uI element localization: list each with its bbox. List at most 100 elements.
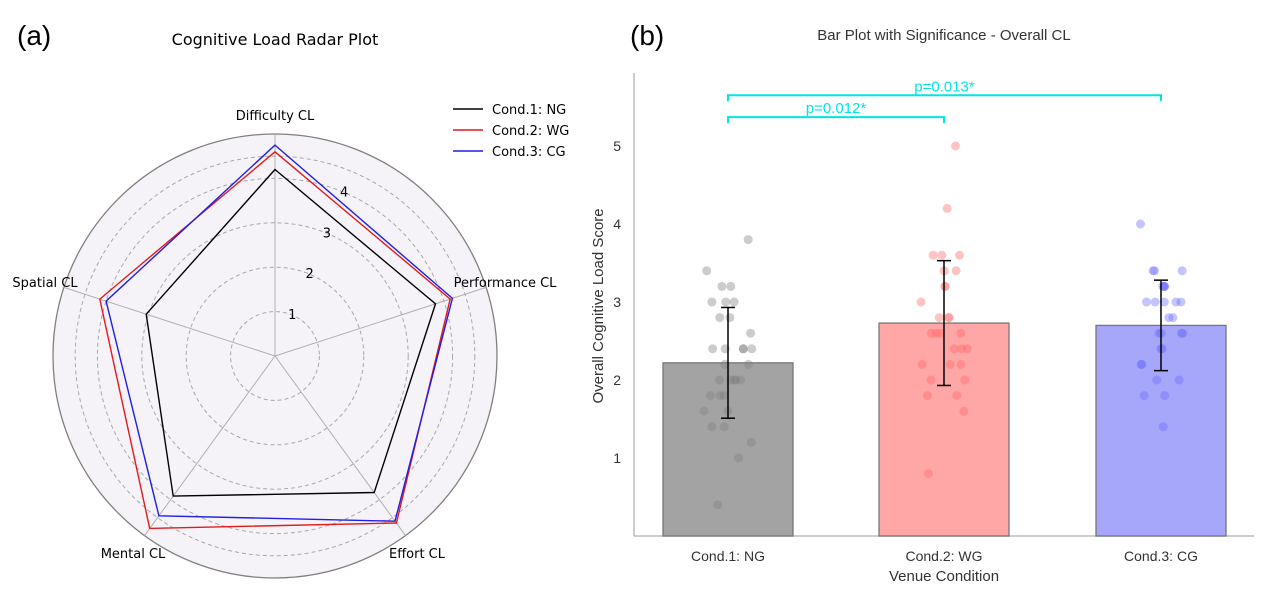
radar-series-group (99, 144, 454, 530)
data-point-CG (1158, 422, 1168, 432)
data-point-WG (952, 391, 962, 401)
radar-legend: Cond.1: NG Cond.2: WG Cond.3: CG (453, 103, 569, 160)
data-point-WG (926, 375, 936, 385)
data-point-CG (1137, 359, 1147, 369)
significance-bracket (727, 94, 1162, 102)
data-point-WG (917, 359, 927, 369)
radar-series-CG (105, 144, 454, 522)
data-point-NG (746, 437, 756, 447)
data-point-NG (747, 344, 757, 354)
data-point-WG (922, 391, 932, 401)
data-point-CG (1159, 281, 1169, 291)
data-point-CG (1136, 219, 1145, 229)
y-tick-label: 1 (613, 450, 621, 466)
y-tick-label: 3 (613, 294, 621, 310)
data-point-NG (736, 375, 745, 385)
bar-ylabel: Overall Cognitive Load Score (590, 208, 607, 403)
data-point-CG (1159, 297, 1169, 307)
data-point-NG (738, 344, 748, 354)
radar-axis-label: Performance CL (454, 276, 558, 291)
data-point-NG (729, 297, 739, 307)
data-point-WG (931, 328, 941, 338)
data-point-CG (1142, 297, 1151, 307)
data-point-WG (937, 250, 947, 260)
data-point-WG (940, 281, 950, 291)
y-tick-label: 2 (613, 372, 621, 388)
radar-chart: Cognitive Load Radar Plot 1 2 3 4 Difficult… (12, 30, 569, 579)
radar-ring (141, 222, 409, 490)
data-point-NG (730, 375, 740, 385)
data-point-CG (1157, 344, 1167, 354)
y-tick-label: 4 (613, 216, 621, 232)
radar-axis-labels: Difficulty CL Performance CL Effort CL Ment… (12, 109, 557, 562)
x-tick-label: Cond.1: NG (691, 548, 765, 564)
panel-label-a: (a) (17, 20, 51, 51)
data-point-WG (924, 469, 933, 479)
x-tick-label: Cond.2: WG (905, 548, 982, 564)
radar-ring-label: 3 (323, 226, 331, 241)
data-point-NG (708, 344, 718, 354)
radar-axis-label: Effort CL (389, 547, 446, 562)
radar-series-WG (99, 150, 451, 530)
data-point-NG (715, 375, 724, 385)
data-point-NG (713, 500, 723, 510)
legend-label-NG: Cond.1: NG (492, 103, 566, 118)
data-point-CG (1159, 281, 1169, 291)
data-point-NG (707, 297, 717, 307)
data-point-WG (956, 359, 966, 369)
data-point-WG (916, 297, 926, 307)
data-point-WG (943, 313, 953, 323)
radar-spoke (274, 355, 406, 536)
data-point-CG (1136, 359, 1146, 369)
data-point-NG (699, 406, 709, 416)
bar-NG (662, 362, 794, 537)
data-point-WG (956, 328, 966, 338)
legend-label-WG: Cond.2: WG (492, 124, 569, 139)
data-point-WG (955, 250, 964, 260)
data-point-NG (715, 391, 725, 401)
radar-ring-label: 4 (340, 185, 348, 200)
data-point-WG (935, 328, 945, 338)
radar-title: Cognitive Load Radar Plot (172, 30, 379, 49)
significance-brackets: p=0.013* p=0.012* (727, 78, 1162, 124)
bar-xlabel: Venue Condition (889, 568, 999, 585)
data-point-NG (717, 281, 727, 291)
radar-axis-label: Mental CL (101, 547, 166, 562)
data-point-CG (1178, 328, 1188, 338)
radar-axis-label: Spatial CL (12, 276, 78, 291)
data-point-NG (726, 281, 736, 291)
data-point-CG (1176, 297, 1186, 307)
bar-error-bars (721, 259, 1168, 419)
data-point-WG (942, 203, 952, 213)
data-point-NG (746, 328, 756, 338)
significance-label: p=0.012* (806, 100, 867, 117)
data-point-NG (719, 422, 729, 432)
data-point-CG (1164, 313, 1174, 323)
data-point-NG (734, 453, 744, 463)
x-tick-label: Cond.3: CG (1124, 548, 1198, 564)
data-point-CG (1150, 266, 1159, 276)
data-point-WG (928, 250, 938, 260)
data-point-NG (721, 297, 731, 307)
data-point-NG (743, 235, 753, 245)
data-point-CG (1148, 266, 1158, 276)
data-point-NG (719, 391, 729, 401)
radar-ring (185, 266, 365, 446)
data-point-CG (1160, 391, 1170, 401)
radar-axis-label: Difficulty CL (236, 109, 315, 124)
data-point-CG (1174, 375, 1184, 385)
bar-chart: Bar Plot with Significance - Overall CL … (590, 27, 1254, 585)
data-point-WG (951, 141, 960, 151)
data-point-WG (962, 344, 972, 354)
data-point-WG (944, 313, 954, 323)
data-point-WG (940, 281, 950, 291)
data-point-WG (959, 406, 969, 416)
data-point-WG (934, 313, 944, 323)
data-point-WG (960, 375, 970, 385)
significance-label: p=0.013* (914, 78, 975, 95)
data-point-CG (1150, 297, 1160, 307)
data-point-NG (707, 422, 717, 432)
data-point-CG (1160, 281, 1170, 291)
radar-ring (230, 311, 320, 401)
